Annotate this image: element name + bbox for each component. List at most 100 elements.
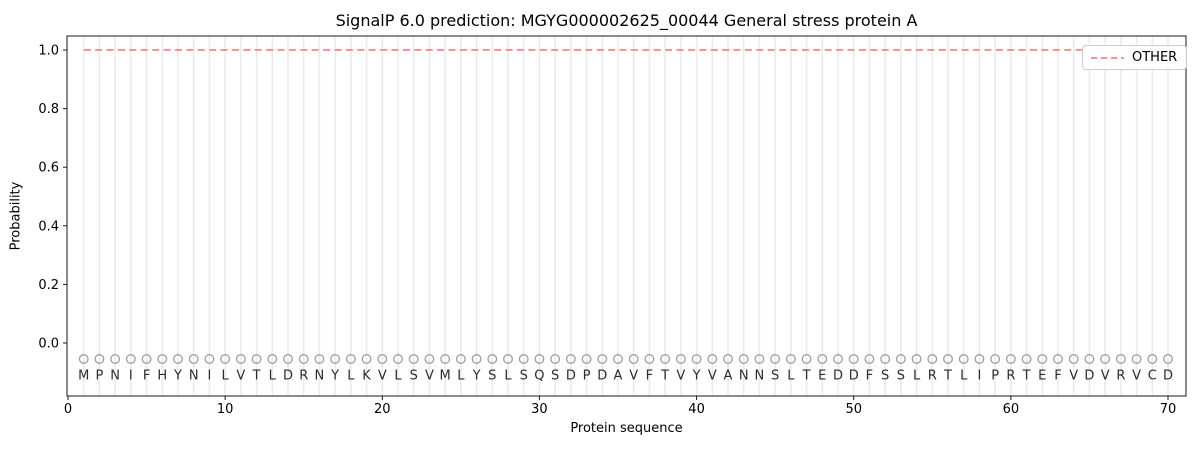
residue-letter: R <box>1006 369 1015 384</box>
residue-letter: M <box>78 369 89 384</box>
residue-markers <box>78 354 1173 364</box>
residue-circle <box>911 354 922 364</box>
residue-letter: L <box>269 369 277 384</box>
residue-letter: I <box>129 369 133 384</box>
residue-letter: L <box>457 369 465 384</box>
residue-letter: S <box>410 369 418 384</box>
residue-letter: N <box>739 369 749 384</box>
residue-circle <box>550 354 561 364</box>
residue-letter: V <box>1069 369 1078 384</box>
residue-circle <box>581 354 592 364</box>
residue-circle <box>565 354 576 364</box>
residue-circle <box>1131 354 1142 364</box>
residue-circle <box>895 354 906 364</box>
residue-circle <box>78 354 89 364</box>
residue-circle <box>251 354 262 364</box>
x-axis-label: Protein sequence <box>570 421 683 436</box>
legend: OTHER <box>1082 45 1188 70</box>
residue-circle <box>361 354 372 364</box>
residue-circle <box>974 354 985 364</box>
residue-letter: M <box>440 369 451 384</box>
residue-letter: F <box>866 369 873 384</box>
residue-circle <box>298 354 309 364</box>
residue-letter: Y <box>472 369 481 384</box>
residue-letter: C <box>1148 369 1157 384</box>
residue-letter: F <box>1054 369 1061 384</box>
residue-letter: A <box>724 369 733 384</box>
residue-circle <box>393 354 403 364</box>
residue-circle <box>267 354 278 364</box>
x-tick-label: 10 <box>217 402 234 417</box>
residue-letter: R <box>299 369 308 384</box>
residue-circle <box>628 354 639 364</box>
residue-circle <box>1005 354 1016 364</box>
residue-letter: E <box>1038 369 1046 384</box>
residue-letter: D <box>566 369 576 384</box>
dashed-line-icon <box>1091 56 1124 59</box>
residue-circle <box>675 354 686 364</box>
residue-letter: N <box>189 369 199 384</box>
residue-letter: E <box>818 369 826 384</box>
residue-letter: D <box>849 369 859 384</box>
y-axis-label: Probability <box>8 181 24 251</box>
residue-letter: H <box>157 369 167 384</box>
residue-letter: Y <box>330 369 339 384</box>
y-tick-label: 0.0 <box>38 337 59 352</box>
residue-circle <box>283 354 293 364</box>
residue-letter: S <box>881 369 889 384</box>
residue-circle <box>785 354 796 364</box>
residue-letter: S <box>551 369 559 384</box>
residue-letter: V <box>425 369 434 384</box>
residue-letter: D <box>833 369 843 384</box>
residue-circle <box>345 354 356 364</box>
residue-circle <box>597 354 608 364</box>
residue-letter: K <box>362 369 371 384</box>
residue-circle <box>1115 354 1126 364</box>
residue-circle <box>738 354 749 364</box>
residue-letter: D <box>1084 369 1094 384</box>
residue-circle <box>1100 354 1111 364</box>
residue-letter: V <box>1101 369 1110 384</box>
residue-letter: P <box>96 369 104 384</box>
residue-letter: L <box>960 369 968 384</box>
residue-circle <box>1068 354 1079 364</box>
residue-circle <box>204 354 215 364</box>
residue-letter: I <box>208 369 212 384</box>
chart-title: SignalP 6.0 prediction: MGYG000002625_00… <box>335 11 918 30</box>
y-tick-label: 1.0 <box>38 44 59 59</box>
residue-circle <box>770 354 781 364</box>
residue-letter: Y <box>692 369 701 384</box>
residue-circle <box>943 354 953 364</box>
residue-letter: S <box>897 369 905 384</box>
y-axis: 0.0 0.2 0.4 0.6 0.8 1.0 <box>38 44 67 352</box>
residue-circle <box>440 354 451 364</box>
residue-circle <box>1084 354 1095 364</box>
x-tick-label: 20 <box>374 402 391 417</box>
residue-circle <box>817 354 828 364</box>
residue-letter: T <box>943 369 952 384</box>
y-tick-label: 0.4 <box>38 219 59 234</box>
legend-label: OTHER <box>1132 50 1178 65</box>
residue-circle <box>157 354 168 364</box>
residue-circle <box>660 354 671 364</box>
residue-letter: V <box>378 369 387 384</box>
residue-circle <box>707 354 718 364</box>
residue-letter: T <box>252 369 261 384</box>
x-tick-label: 70 <box>1160 402 1177 417</box>
residue-letter: R <box>928 369 937 384</box>
residue-letter: Y <box>173 369 182 384</box>
residue-circle <box>1037 354 1048 364</box>
residue-letter: F <box>143 369 150 384</box>
residue-circle <box>377 354 388 364</box>
residue-circle <box>235 354 246 364</box>
residue-circle <box>1053 354 1063 364</box>
residue-letter: V <box>236 369 245 384</box>
residue-letter: L <box>787 369 795 384</box>
residue-circle <box>110 354 121 364</box>
residue-circle <box>833 354 843 364</box>
y-tick-label: 0.2 <box>38 278 59 293</box>
residue-circle <box>880 354 891 364</box>
residue-letter: V <box>676 369 685 384</box>
residue-letter: P <box>991 369 999 384</box>
